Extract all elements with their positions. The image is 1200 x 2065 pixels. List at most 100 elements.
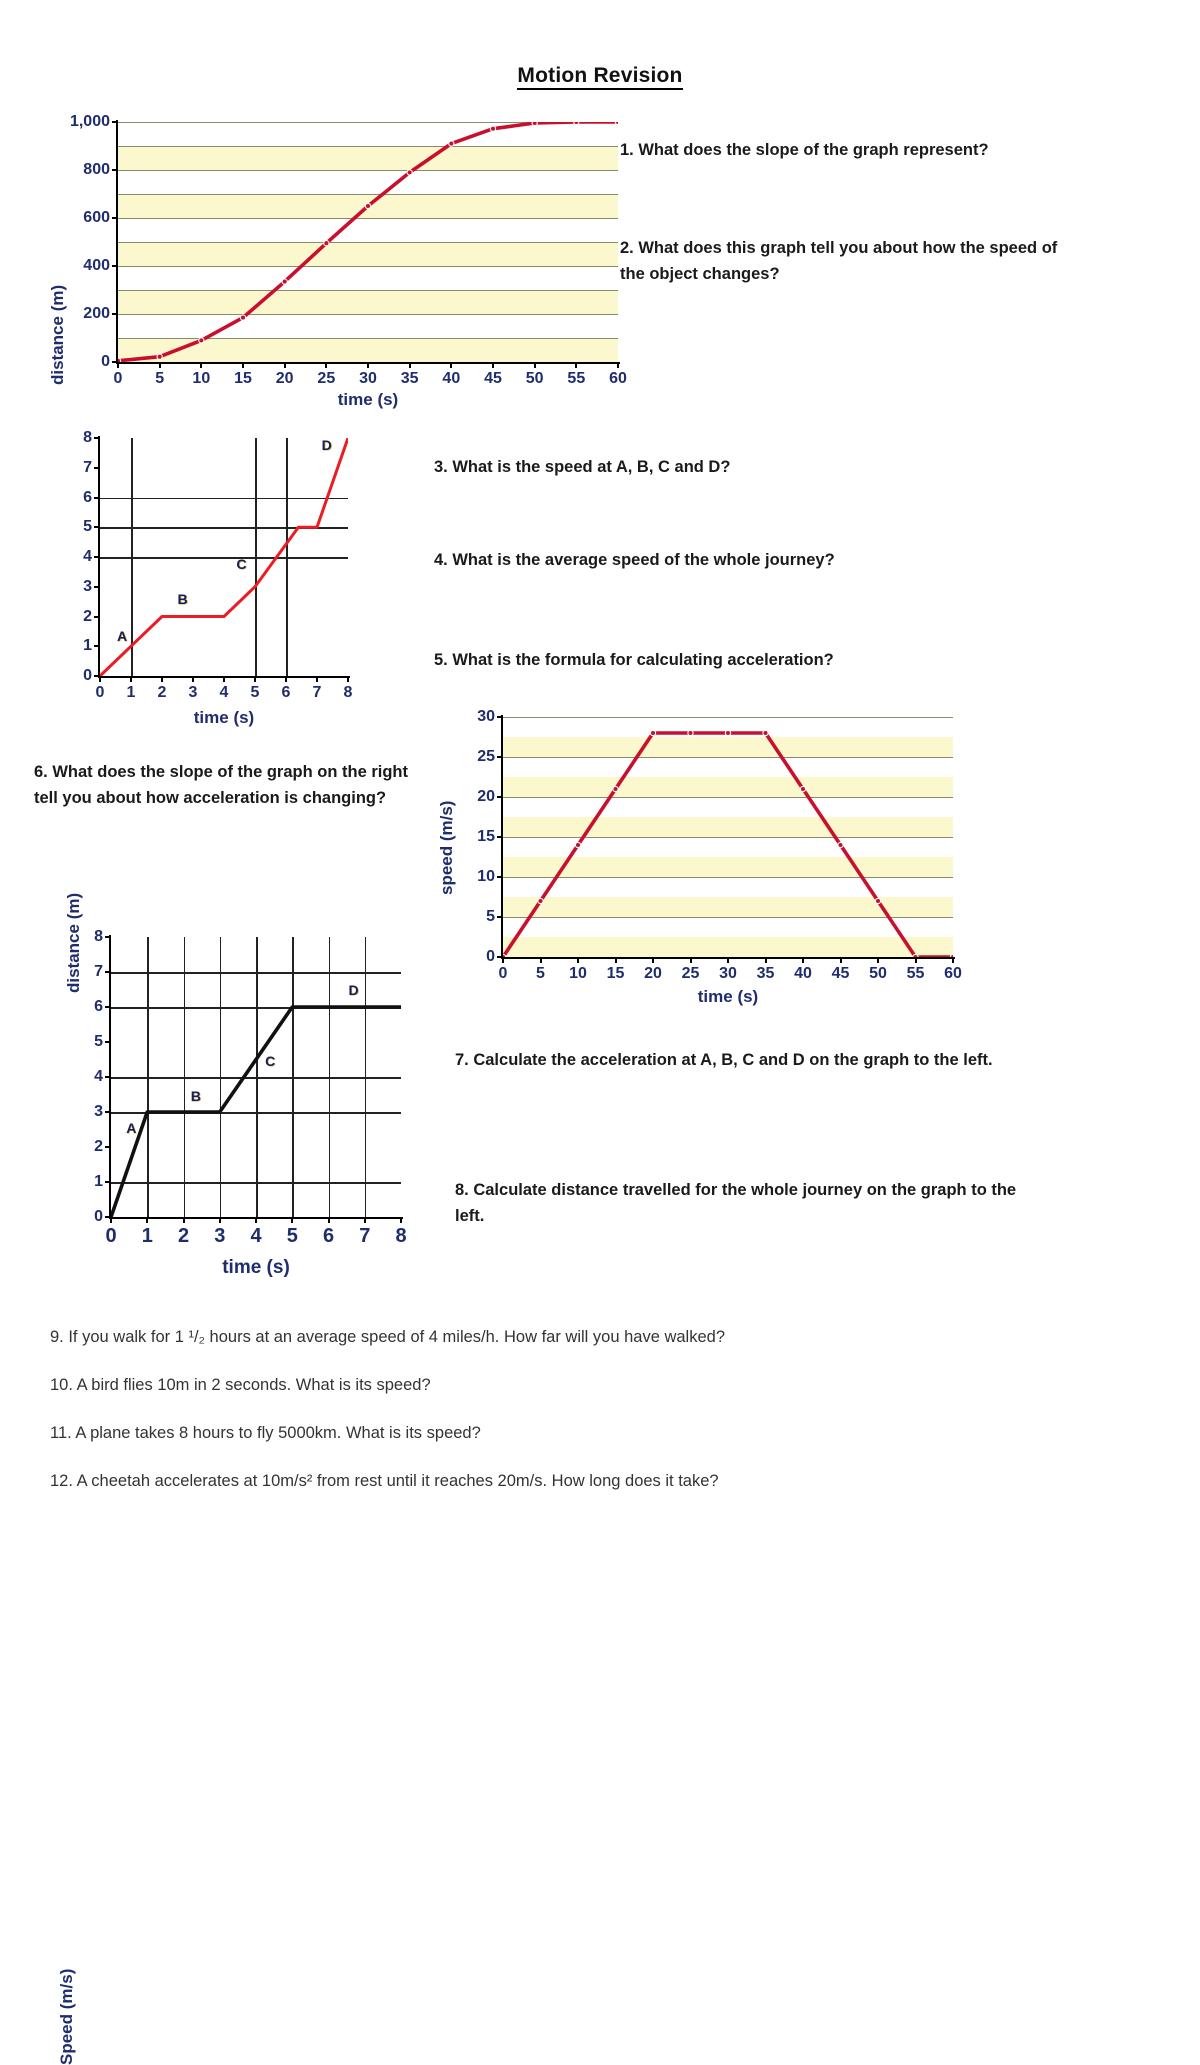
x-tick-mark [291,1217,294,1223]
y-tick-mark [112,361,118,363]
data-point [724,729,732,737]
x-tick-mark [223,676,225,682]
x-tick-label: 0 [105,1225,117,1247]
x-tick-mark [952,957,954,963]
series-line [111,1005,401,1217]
gridline-horizontal [503,717,953,718]
y-tick-mark [105,1076,111,1078]
x-tick-mark [577,957,579,963]
segment-label-a: A [126,1119,137,1136]
gridline-horizontal [118,170,618,171]
y-tick-label: 20 [477,788,495,805]
chart-band [503,897,953,917]
x-tick-mark [367,362,369,368]
chart4-plot-area: A B C D [111,937,401,1217]
segment-label-b: B [177,590,188,607]
gridline-vertical [286,438,288,676]
data-point [489,125,497,132]
data-point [239,314,247,321]
worksheet-page: Motion Revision distance (m) time (s) 0 2… [34,64,1058,2065]
gridline-horizontal [118,194,618,195]
x-tick-mark [502,957,504,963]
x-tick-label: 5 [155,370,165,387]
x-tick-mark [146,1217,149,1223]
question-11: 11. A plane takes 8 hours to fly 5000km.… [50,1424,481,1442]
data-point [156,353,163,360]
question-2: 2. What does this graph tell you about h… [620,239,1058,283]
y-tick-label: 200 [83,305,110,322]
data-point [531,122,538,127]
question-1: 1. What does the slope of the graph repr… [620,141,989,159]
x-tick-label: 0 [113,370,123,387]
data-point [198,337,205,344]
data-point [614,122,618,126]
chart3-plot-area [503,717,953,957]
x-tick-label: 25 [681,965,700,982]
y-tick-label: 0 [83,667,92,684]
gridline-horizontal [118,314,618,315]
gridline-horizontal [100,497,348,500]
gridline-vertical [147,937,149,1217]
y-tick-mark [497,796,503,798]
x-tick-label: 5 [286,1225,298,1247]
y-tick-label: 4 [94,1068,103,1085]
y-tick-label: 25 [477,748,495,765]
question-5: 5. What is the formula for calculating a… [434,651,834,669]
x-tick-label: 8 [343,684,353,701]
data-point [874,897,882,905]
y-tick-label: 15 [477,828,495,845]
x-tick-label: 8 [395,1225,407,1247]
series-line [118,122,618,362]
segment-label-a: A [117,627,128,644]
y-tick-mark [112,217,118,219]
y-tick-label: 0 [94,1208,103,1225]
chart-band [118,242,618,266]
gridline-horizontal [118,242,618,243]
y-tick-mark [112,313,118,315]
x-tick-label: 5 [536,965,545,982]
x-tick-label: 20 [644,965,662,982]
data-point [281,278,288,285]
x-tick-mark [802,957,804,963]
chart-series-layer [118,122,618,362]
x-tick-label: 40 [442,370,461,387]
x-tick-mark [242,362,244,368]
y-tick-label: 7 [94,963,103,980]
gridline-vertical [292,937,294,1217]
x-tick-label: 1 [141,1225,153,1247]
series-line [100,438,348,676]
x-tick-mark [575,362,578,368]
y-tick-label: 3 [83,577,92,595]
question-4: 4. What is the average speed of the whol… [434,551,835,569]
y-tick-mark [105,1146,111,1148]
gridline-vertical [256,937,258,1217]
gridline-vertical [183,937,186,1217]
x-tick-mark [408,362,411,368]
data-point [537,897,544,905]
x-tick-label: 3 [188,684,198,701]
y-tick-mark [105,936,111,938]
x-tick-label: 1 [126,684,136,701]
segment-label-b: B [190,1088,201,1105]
chart3-x-axis-title: time (s) [697,987,759,1006]
chart-series-layer [503,729,953,957]
y-tick-mark [94,645,100,648]
y-tick-mark [105,1216,111,1218]
data-point [799,785,807,793]
x-tick-label: 55 [567,370,586,387]
y-tick-mark [105,1041,111,1043]
y-tick-label: 10 [477,868,495,885]
x-tick-label: 2 [177,1225,190,1247]
x-tick-mark [764,957,767,963]
data-point [762,729,769,737]
y-tick-label: 2 [94,1138,103,1155]
page-title-text: Motion Revision [517,64,683,90]
question-6: 6. What does the slope of the graph on t… [34,763,409,807]
x-tick-mark [130,676,132,682]
chart1-x-axis-title: time (s) [337,390,399,409]
data-point [612,785,619,793]
y-tick-mark [94,615,100,618]
series-line [503,731,953,957]
x-tick-mark [400,1217,402,1223]
